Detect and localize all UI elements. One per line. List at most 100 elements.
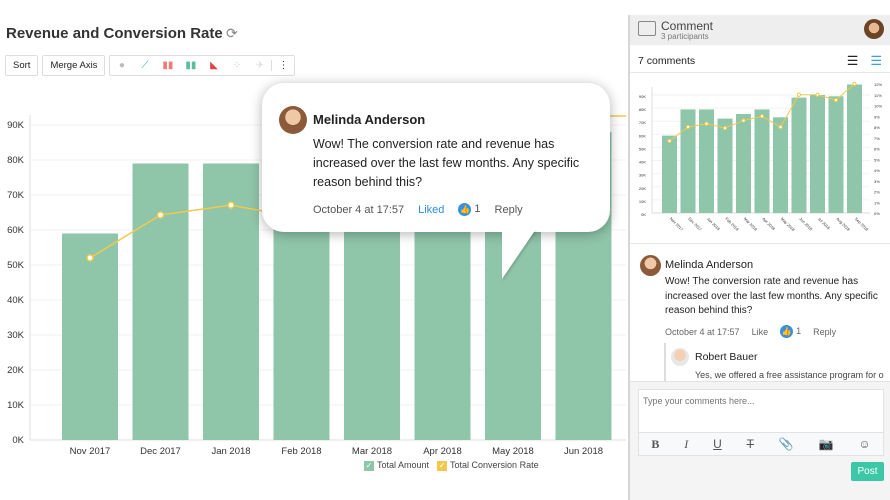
format-toolbar: B I U T 📎 📷 ☺ — [638, 432, 884, 456]
threaded-view-icon[interactable]: ☰ — [870, 53, 882, 68]
y-tick-label: 20K — [7, 365, 25, 376]
data-point — [778, 124, 783, 130]
reply-button[interactable]: Reply — [813, 326, 837, 337]
bar-chart-icon[interactable]: ▮▮ — [162, 60, 174, 71]
bar — [699, 109, 714, 213]
refresh-icon[interactable]: ⟳ — [226, 25, 238, 41]
bar — [62, 233, 118, 440]
scatter-icon[interactable]: ⁘ — [232, 60, 242, 71]
data-point — [722, 125, 728, 131]
x-tick-label: Dec 2017 — [140, 446, 181, 457]
y-tick-label: 90K — [7, 120, 25, 131]
comment-time: October 4 at 17:57 — [665, 326, 740, 337]
commenter-name: Melinda Anderson — [665, 259, 754, 271]
more-icon[interactable]: ⋮ — [271, 60, 294, 71]
bar — [847, 84, 862, 213]
user-avatar[interactable] — [864, 19, 884, 39]
y-tick-label: 10K — [7, 400, 25, 411]
x-tick-label: May 2018 — [492, 446, 534, 457]
y-tick-label: 50K — [639, 146, 646, 151]
underline-button[interactable]: U — [713, 437, 722, 451]
comment-panel: Comment 3 participants 7 comments ☰ ☰ 0K… — [628, 15, 890, 500]
y2-tick-label: 9% — [874, 114, 880, 119]
y2-tick-label: 4% — [874, 168, 880, 173]
strikethrough-button[interactable]: T — [746, 437, 754, 451]
y-tick-label: 50K — [7, 260, 25, 271]
bar — [662, 135, 677, 213]
liked-button[interactable]: Liked — [418, 203, 445, 216]
bar — [717, 118, 733, 213]
x-tick-label: Apr 2018 — [761, 216, 777, 232]
data-point — [667, 138, 672, 144]
data-point — [741, 118, 746, 123]
line-chart-icon[interactable]: ⟋ — [141, 60, 149, 71]
x-tick-label: Jun 2018 — [798, 216, 814, 232]
comment-text: Wow! The conversion rate and revenue has… — [665, 276, 878, 316]
post-button[interactable]: Post — [851, 462, 884, 481]
y2-tick-label: 7% — [874, 136, 880, 141]
y-tick-label: 80K — [7, 155, 25, 166]
comment-popover: Melinda Anderson Wow! The conversion rat… — [262, 83, 610, 279]
comment-text: Yes, we offered a free assistance progra… — [695, 370, 884, 380]
y-tick-label: 30K — [639, 173, 646, 178]
sort-button[interactable]: Sort — [5, 55, 39, 76]
italic-button[interactable]: I — [684, 436, 689, 451]
x-tick-label: Feb 2018 — [724, 216, 740, 232]
x-tick-label: Feb 2018 — [281, 446, 321, 457]
attachment-icon[interactable]: 📎 — [778, 437, 794, 451]
combo-chart-icon[interactable]: ◣ — [210, 60, 218, 71]
legend-total-amount[interactable]: ✓ Total Amount — [364, 460, 430, 471]
data-point — [815, 92, 820, 97]
reply-button[interactable]: Reply — [494, 203, 523, 216]
like-button[interactable]: Like — [751, 326, 769, 337]
thumbs-up-icon: 👍 — [780, 325, 794, 338]
comment-input[interactable] — [638, 389, 884, 432]
x-tick-label: May 2018 — [780, 216, 797, 233]
pie-chart-icon[interactable]: ● — [118, 60, 125, 71]
divider — [630, 243, 890, 244]
y-tick-label: 70K — [7, 190, 25, 201]
y2-tick-label: 1% — [874, 200, 880, 205]
bar — [736, 114, 751, 213]
y2-tick-label: 8% — [874, 125, 880, 130]
bar — [203, 163, 259, 440]
data-point — [704, 121, 709, 126]
panel-header: Comment 3 participants — [630, 15, 890, 45]
y2-tick-label: 2% — [874, 190, 880, 195]
list-view-icon[interactable]: ☰ — [846, 53, 859, 68]
chart-toolbar: Sort Merge Axis ● ⟋ ▮▮ ▮▮ ◣ ⁘ ✈ ⋮ — [5, 55, 296, 76]
data-point — [685, 124, 691, 130]
chart-thumbnail: 0K 10K 20K 30K 40K 50K 60K 70K 80K 90K 0% 1% 2% 3% 4% 5… — [639, 81, 882, 233]
y-tick-label: 10K — [639, 199, 646, 204]
emoji-icon[interactable]: ☺ — [858, 437, 871, 451]
map-icon[interactable]: ✈ — [255, 60, 265, 71]
data-point — [156, 211, 165, 219]
x-tick-label: Apr 2018 — [423, 446, 462, 457]
x-tick-label: Jan 2018 — [706, 216, 722, 232]
data-point — [852, 81, 857, 87]
divider — [630, 72, 890, 73]
bar — [754, 109, 770, 213]
comment-text: Wow! The conversion rate and revenue has… — [313, 137, 580, 189]
merge-axis-button[interactable]: Merge Axis — [42, 55, 106, 76]
stacked-bar-icon[interactable]: ▮▮ — [185, 60, 197, 71]
chart-type-group: ● ⟋ ▮▮ ▮▮ ◣ ⁘ ✈ ⋮ — [109, 55, 296, 76]
reply-item: Robert Bauer Yes, we offered a free assi… — [664, 343, 884, 383]
y-tick-label: 0K — [641, 212, 646, 217]
bar — [828, 96, 844, 213]
bar — [680, 109, 696, 213]
y2-tick-label: 11% — [874, 93, 882, 98]
x-tick-label: Nov 2017 — [669, 216, 685, 232]
bold-button[interactable]: B — [651, 436, 660, 451]
bar — [791, 97, 807, 213]
check-icon: ✓ — [364, 460, 374, 471]
y2-tick-label: 3% — [874, 179, 880, 184]
legend-conversion-rate[interactable]: ✓ Total Conversion Rate — [437, 460, 539, 471]
avatar — [640, 255, 661, 276]
y-tick-label: 20K — [639, 186, 646, 191]
x-tick-label: Jun 2018 — [564, 446, 603, 457]
y2-tick-label: 5% — [874, 157, 880, 162]
camera-icon[interactable]: 📷 — [818, 437, 834, 451]
x-tick-label: Dec 2017 — [687, 216, 703, 232]
commenter-name: Robert Bauer — [695, 351, 758, 363]
